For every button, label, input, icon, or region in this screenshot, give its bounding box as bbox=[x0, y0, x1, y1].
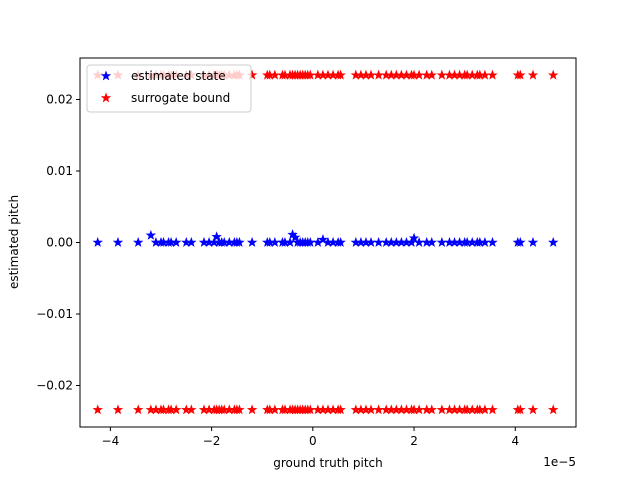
x-tick-label: 2 bbox=[410, 434, 418, 448]
y-tick-label: 0.02 bbox=[46, 92, 73, 106]
x-tick-label: −4 bbox=[102, 434, 120, 448]
y-tick-label: 0.00 bbox=[46, 236, 73, 250]
x-axis-offset-label: 1e−5 bbox=[543, 455, 576, 469]
x-axis-label: ground truth pitch bbox=[273, 456, 383, 470]
x-tick-label: 4 bbox=[511, 434, 519, 448]
legend: estimated state surrogate bound bbox=[87, 65, 251, 112]
x-tick-label: −2 bbox=[203, 434, 221, 448]
y-tick-label: −0.01 bbox=[36, 307, 73, 321]
legend-label-surrogate-bound: surrogate bound bbox=[131, 91, 230, 105]
y-tick-label: 0.01 bbox=[46, 164, 73, 178]
legend-label-estimated-state: estimated state bbox=[131, 69, 226, 83]
y-tick-label: −0.02 bbox=[36, 379, 73, 393]
y-axis-label: estimated pitch bbox=[7, 195, 21, 289]
x-tick-label: 0 bbox=[309, 434, 317, 448]
